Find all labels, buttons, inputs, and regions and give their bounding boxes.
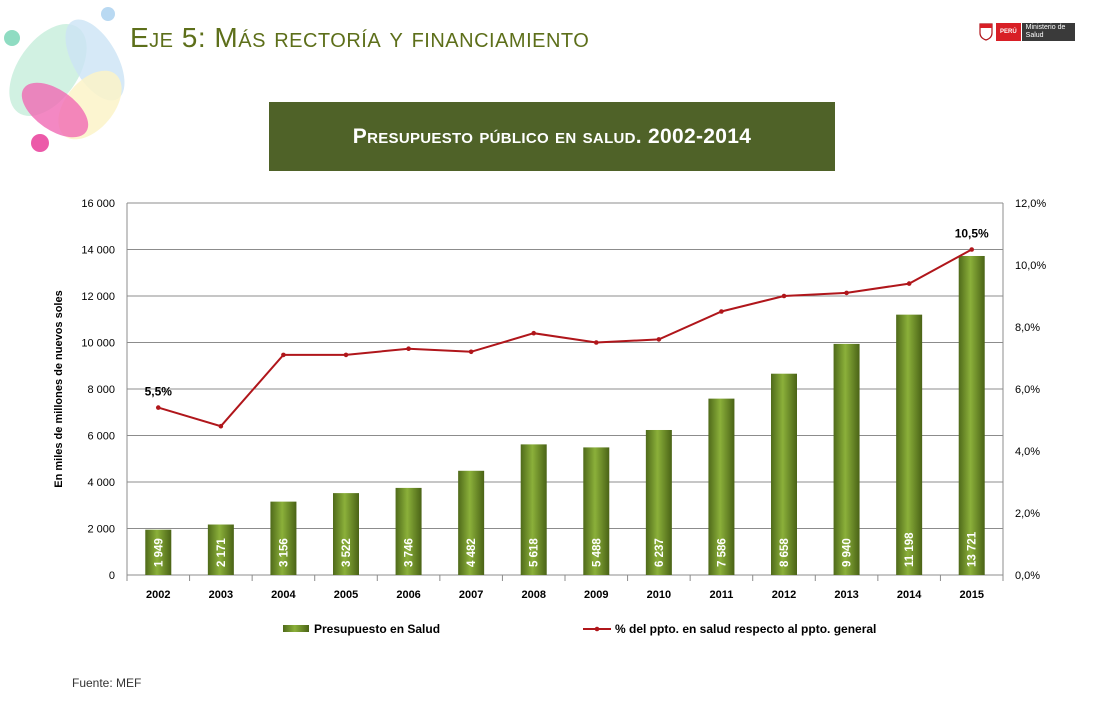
bar-label: 5 618	[529, 538, 541, 567]
bar	[395, 487, 422, 575]
bar	[771, 373, 797, 575]
x-tick-label: 2011	[709, 589, 733, 601]
y-axis-label: En miles de millones de nuevos soles	[53, 290, 65, 487]
chart-title: Presupuesto público en salud. 2002-2014	[269, 102, 835, 171]
line-point	[468, 349, 474, 355]
x-tick-label: 2015	[959, 589, 983, 601]
x-tick-label: 2005	[334, 589, 358, 601]
legend-label: Presupuesto en Salud	[314, 622, 440, 636]
y-tick-label: 12 000	[81, 291, 115, 303]
x-tick-label: 2003	[209, 589, 233, 601]
logo-ministry: Ministerio de Salud	[1020, 23, 1075, 41]
x-tick-label: 2012	[772, 589, 796, 601]
bar-label: 3 156	[278, 538, 290, 567]
line-point	[531, 330, 537, 336]
bar-label: 11 198	[904, 532, 916, 567]
x-tick-label: 2013	[834, 589, 858, 601]
y-tick-label: 2 000	[87, 524, 115, 536]
y2-tick-label: 6,0%	[1015, 384, 1040, 396]
line-point	[281, 352, 286, 358]
line-point	[343, 352, 349, 358]
y2-tick-label: 10,0%	[1015, 260, 1046, 272]
minsa-logo: PERÚ Ministerio de Salud	[978, 22, 1075, 42]
x-tick-label: 2002	[146, 589, 170, 601]
bar	[708, 398, 735, 575]
bar	[896, 314, 923, 575]
source-note: Fuente: MEF	[72, 676, 142, 690]
y2-tick-label: 8,0%	[1015, 322, 1040, 334]
point-label: 10,5%	[955, 227, 989, 241]
x-tick-label: 2014	[897, 589, 922, 601]
y-tick-label: 8 000	[87, 384, 115, 396]
legend-swatch-point	[594, 626, 600, 632]
y-tick-label: 0	[109, 570, 115, 582]
line-point	[155, 405, 161, 410]
logo-decoration	[4, 7, 125, 152]
x-tick-label: 2006	[396, 589, 420, 601]
point-label: 5,5%	[145, 385, 173, 399]
bar	[645, 429, 672, 575]
y2-tick-label: 0,0%	[1015, 570, 1040, 582]
bar-label: 3 746	[404, 538, 416, 567]
y2-tick-label: 12,0%	[1015, 198, 1046, 210]
page-title: Eje 5: Más rectoría y financiamiento	[130, 22, 590, 53]
x-tick-label: 2009	[584, 589, 608, 601]
x-tick-label: 2004	[271, 589, 296, 601]
line-point	[593, 340, 599, 345]
line-point	[719, 309, 724, 314]
bar	[145, 529, 172, 575]
bar-label: 7 586	[716, 538, 728, 567]
line-point	[406, 346, 411, 352]
series-line	[158, 248, 973, 428]
line-point	[906, 281, 912, 286]
x-tick-label: 2007	[459, 589, 483, 601]
bar	[583, 447, 610, 575]
bar-label: 8 658	[779, 538, 791, 567]
y-tick-label: 6 000	[87, 431, 115, 443]
y2-tick-label: 4,0%	[1015, 446, 1040, 458]
x-tick-label: 2008	[521, 589, 545, 601]
bar-label: 4 482	[466, 538, 478, 567]
line-point	[781, 293, 787, 299]
line-point	[969, 247, 975, 252]
bar	[520, 444, 547, 575]
y-tick-label: 4 000	[87, 477, 115, 489]
bar-label: 9 940	[842, 538, 854, 567]
bar-label: 1 949	[153, 538, 165, 567]
shield-icon	[979, 23, 993, 41]
line-point	[656, 337, 662, 342]
y2-tick-label: 2,0%	[1015, 508, 1040, 520]
bar-label: 6 237	[654, 538, 666, 567]
bar	[270, 501, 297, 575]
bar-label: 13 721	[967, 531, 979, 567]
x-tick-label: 2010	[647, 589, 671, 601]
line-point	[844, 290, 849, 296]
logo-country: PERÚ	[996, 23, 1021, 41]
bar-label: 5 488	[591, 538, 603, 567]
line-point	[218, 423, 224, 429]
bar-label: 2 171	[216, 538, 228, 567]
legend-swatch-bars	[283, 625, 309, 632]
legend-label: % del ppto. en salud respecto al ppto. g…	[615, 622, 876, 636]
y-tick-label: 16 000	[81, 198, 115, 210]
bar	[833, 343, 860, 575]
y-tick-label: 10 000	[81, 338, 115, 350]
bar	[207, 524, 234, 575]
bar	[333, 493, 359, 575]
bar-label: 3 522	[341, 538, 353, 567]
bar	[458, 470, 485, 575]
y-tick-label: 14 000	[81, 245, 115, 257]
bar	[958, 255, 985, 575]
